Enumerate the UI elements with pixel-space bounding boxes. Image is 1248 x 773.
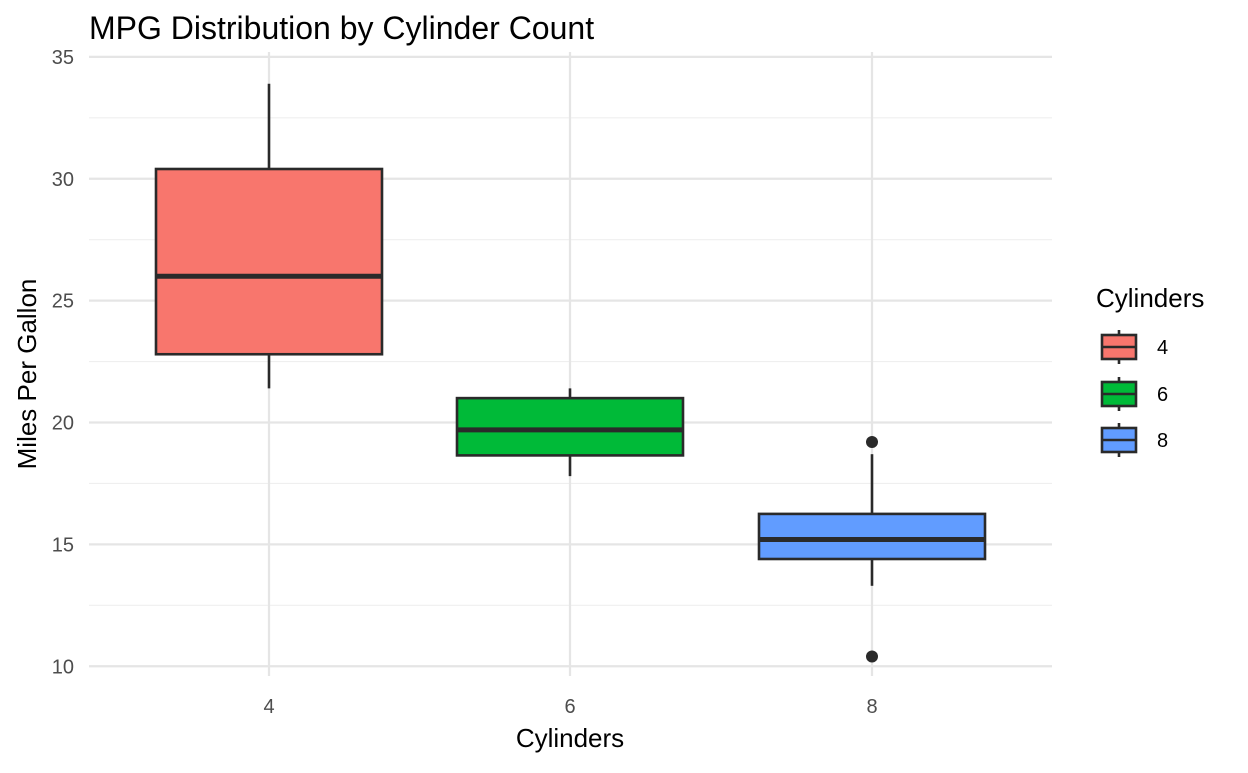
outlier-point (866, 650, 878, 663)
legend: 4 6 8 (1100, 330, 1168, 457)
outlier-point (866, 436, 878, 448)
axis-layer: 10 15 20 25 30 35 4 6 8 (52, 47, 878, 718)
y-tick-label: 35 (52, 47, 74, 69)
box-layer (154, 83, 987, 663)
y-tick-label: 30 (52, 169, 74, 191)
boxplot-6 (455, 388, 685, 477)
legend-item-8: 8 (1100, 423, 1168, 457)
y-axis-title: Miles Per Gallon (12, 279, 42, 470)
chart-title: MPG Distribution by Cylinder Count (89, 10, 594, 46)
y-tick-label: 25 (52, 291, 74, 313)
y-tick-label: 10 (52, 656, 74, 678)
x-tick-label: 6 (564, 696, 575, 718)
boxplot-8 (757, 436, 987, 663)
grid-layer (89, 52, 1052, 676)
x-tick-label: 8 (866, 696, 877, 718)
boxplot-4 (154, 83, 384, 389)
iqr-box (455, 396, 685, 457)
x-tick-label: 4 (263, 696, 274, 718)
x-axis-title: Cylinders (516, 723, 624, 753)
y-tick-label: 15 (52, 534, 74, 556)
legend-title: Cylinders (1096, 283, 1204, 313)
legend-label: 6 (1157, 384, 1168, 406)
iqr-box (757, 512, 987, 561)
legend-item-6: 6 (1100, 377, 1168, 411)
y-tick-label: 20 (52, 413, 74, 435)
legend-item-4: 4 (1100, 330, 1168, 364)
legend-label: 8 (1157, 430, 1168, 452)
iqr-box (154, 167, 384, 356)
legend-label: 4 (1157, 337, 1168, 359)
